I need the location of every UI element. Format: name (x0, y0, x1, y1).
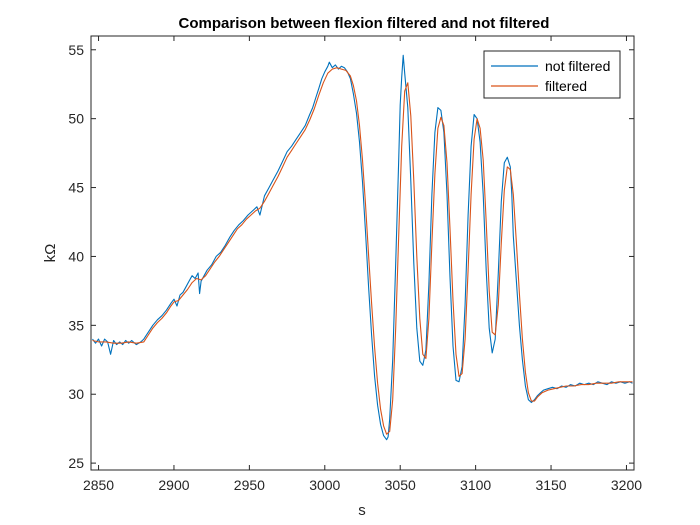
y-axis-label: kΩ (42, 244, 59, 263)
legend-box (483, 50, 621, 99)
x-tick-label: 3000 (309, 477, 340, 493)
x-tick-label: 3050 (385, 477, 416, 493)
series-line-not-filtered (92, 54, 633, 441)
x-axis-label: s (358, 502, 366, 519)
x-tick-label: 2900 (158, 477, 189, 493)
y-tick-label: 50 (68, 111, 84, 127)
axes-box (90, 35, 635, 471)
y-tick-label: 25 (68, 455, 84, 471)
y-axis-ticks: 25 30 35 40 45 50 55 (68, 42, 634, 471)
x-tick-label: 3100 (460, 477, 491, 493)
y-tick-label: 45 (68, 180, 84, 196)
x-tick-label: 2950 (234, 477, 265, 493)
y-tick-label: 55 (68, 42, 84, 58)
plot-background (91, 36, 634, 470)
series-group (92, 54, 633, 441)
y-tick-label: 35 (68, 317, 84, 333)
x-tick-label: 3150 (535, 477, 566, 493)
x-tick-label: 2850 (83, 477, 114, 493)
y-tick-label: 30 (68, 386, 84, 402)
y-tick-label: 40 (68, 248, 84, 264)
x-axis-ticks: 2850 2900 2950 3000 3050 3100 3150 3200 (83, 36, 642, 493)
legend-label-filtered: filtered (545, 78, 587, 94)
plot-area: 2850 2900 2950 3000 3050 3100 3150 3200 25 30 35 4… (68, 35, 642, 493)
chart-title: Comparison between flexion filtered and … (179, 15, 550, 32)
series-line-filtered (92, 67, 633, 435)
legend-label-not-filtered: not filtered (545, 58, 610, 74)
x-tick-label: 3200 (611, 477, 642, 493)
legend: not filtered filtered (483, 50, 621, 99)
